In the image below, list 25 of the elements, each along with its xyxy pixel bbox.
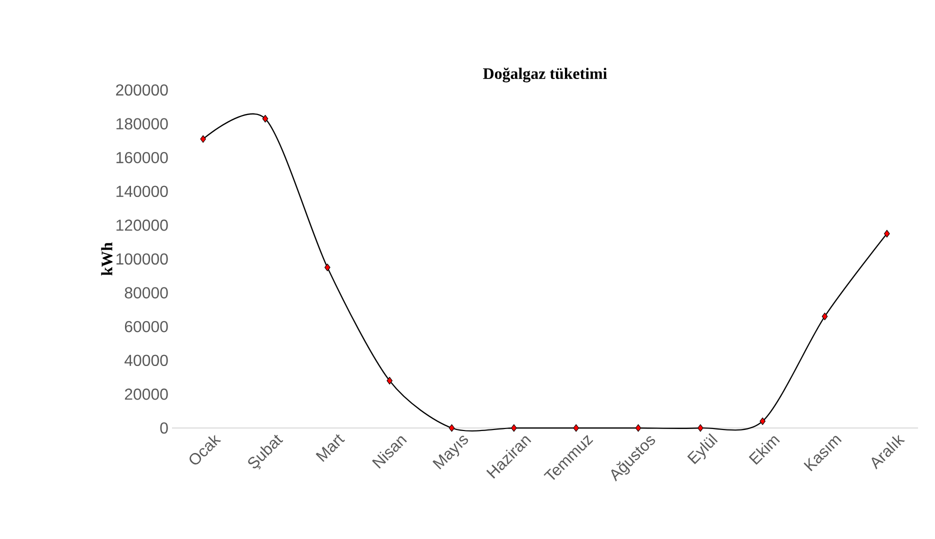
y-tick-label: 80000: [124, 287, 168, 298]
y-tick-label: 100000: [116, 253, 168, 265]
y-tick-label: 180000: [116, 118, 168, 130]
point: [760, 417, 766, 426]
y-tick-label: 200000: [116, 84, 168, 96]
point: [511, 424, 517, 432]
point: [262, 114, 268, 123]
point: [448, 424, 455, 432]
y-tick-label: 20000: [124, 388, 168, 400]
point: [324, 264, 330, 272]
point: [386, 376, 393, 384]
point: [635, 424, 642, 432]
y-tick-label: 140000: [116, 186, 168, 198]
y-tick-label: 120000: [116, 220, 168, 231]
point: [573, 424, 580, 432]
point: [698, 424, 704, 432]
chart-title: Doğalgaz tüketimi: [483, 68, 607, 82]
point: [884, 230, 890, 238]
y-tick-label: 60000: [124, 320, 168, 332]
y-tick-label: 40000: [124, 354, 168, 366]
y-tick-label: 0: [160, 422, 168, 434]
y-axis-title: kWh: [101, 242, 112, 276]
point: [822, 312, 828, 320]
y-tick-label: 160000: [116, 152, 168, 164]
point: [200, 135, 206, 143]
